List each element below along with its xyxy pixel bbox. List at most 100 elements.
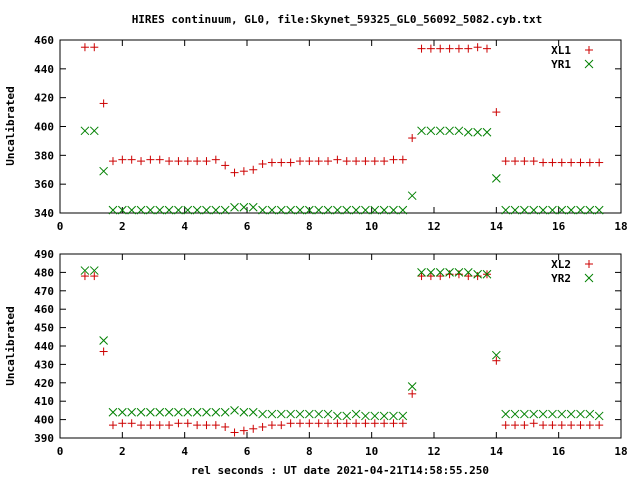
top-xl1-point — [80, 43, 89, 52]
top-xl1-point — [539, 158, 548, 167]
top-y-tick-label: 340 — [34, 207, 54, 220]
top-xl1-point — [258, 159, 267, 168]
top-xl1-point — [454, 44, 463, 53]
bottom-xl2-point — [258, 422, 267, 431]
bottom-y-tick-label: 450 — [34, 322, 54, 335]
bottom-xl2-point — [286, 419, 295, 428]
bottom-xl2-point — [342, 419, 351, 428]
bottom-xl2-point — [585, 421, 594, 430]
top-yr1-point — [501, 205, 511, 215]
bottom-xl2-point — [529, 419, 538, 428]
x-axis-label: rel seconds : UT date 2021-04-21T14:58:5… — [191, 464, 489, 477]
top-xl1-point — [314, 157, 323, 166]
bottom-xl2-point — [90, 272, 99, 281]
bottom-yr2-point — [146, 407, 155, 417]
top-xl1-point — [183, 157, 192, 166]
top-xl1-point — [146, 155, 155, 164]
top-xl1-point — [389, 155, 398, 164]
top-yr1-point — [314, 205, 324, 215]
top-yr1-point — [164, 205, 174, 215]
bottom-yr2-point — [211, 407, 221, 417]
top-yr1-point — [202, 205, 211, 215]
top-yr1-point — [370, 205, 380, 215]
bottom-xl2-point — [557, 421, 566, 430]
top-y-tick-label: 460 — [34, 34, 54, 47]
bottom-yr2-point — [445, 268, 454, 277]
bottom-xl2-point — [249, 424, 258, 433]
top-x-tick-label: 16 — [552, 220, 566, 233]
top-yr1-point — [594, 205, 604, 215]
bottom-xl2-point — [314, 419, 323, 428]
bottom-yr2-point — [108, 407, 118, 417]
bottom-yr2-point — [99, 336, 108, 345]
bottom-yr2-point — [529, 409, 539, 419]
top-yr1-point — [491, 174, 501, 183]
top-xl1-point — [473, 43, 482, 52]
top-xl1-point — [165, 157, 174, 166]
bottom-yr2-point — [520, 409, 529, 419]
bottom-xl2-point — [118, 419, 127, 428]
top-yr1-point — [463, 127, 473, 137]
bottom-yr2-point — [585, 409, 595, 419]
bottom-xl2-point — [324, 419, 333, 428]
top-yr1-point — [174, 205, 183, 215]
bottom-x-tick-label: 10 — [365, 445, 378, 458]
bottom-yr2-point — [220, 407, 230, 417]
top-xl1-point — [380, 157, 389, 166]
bottom-x-tick-label: 12 — [427, 445, 440, 458]
bottom-xl2-point — [417, 272, 426, 281]
bottom-xl2-point — [520, 421, 529, 430]
top-yr1-point — [482, 127, 492, 137]
bottom-yr2-point — [258, 409, 267, 419]
top-legend-label-xl1: XL1 — [551, 44, 571, 57]
bottom-xl2-point — [567, 421, 576, 430]
bottom-xl2-point — [473, 272, 482, 281]
top-yr1-point — [183, 205, 193, 215]
bottom-xl2-point — [127, 419, 136, 428]
bottom-yr2-point — [463, 268, 473, 277]
bottom-yr2-point — [398, 411, 408, 421]
top-xl1-point — [155, 155, 164, 164]
bottom-xl2-point — [230, 428, 239, 437]
bottom-yr2-point — [491, 350, 501, 360]
top-xl1-point — [445, 44, 454, 53]
top-yr1-point — [99, 166, 108, 176]
bottom-yr2-point — [501, 409, 511, 419]
top-yr1-point — [192, 205, 202, 215]
bottom-xl2-point — [108, 421, 117, 430]
top-xl1-point — [501, 157, 510, 166]
top-xl1-point — [557, 158, 566, 167]
bottom-xl2-point — [193, 421, 202, 430]
bottom-xl2-point — [80, 272, 89, 281]
bottom-yr2-point — [323, 409, 333, 419]
top-yr1-point — [435, 126, 445, 136]
top-data-marks — [80, 43, 604, 215]
top-legend-label-yr1: YR1 — [551, 58, 571, 71]
bottom-xl2-point — [548, 421, 557, 430]
bottom-yr2-point — [80, 266, 90, 275]
bottom-xl2-point — [221, 422, 230, 431]
top-yr1-point — [510, 205, 520, 215]
bottom-yr2-point — [379, 411, 389, 421]
bottom-yr2-point — [417, 268, 426, 277]
top-y-tick-label: 400 — [34, 121, 54, 134]
top-xl1-point — [585, 158, 594, 167]
top-yr1-point — [407, 191, 417, 201]
bottom-yr2-point — [174, 407, 183, 417]
top-y-axis-label: Uncalibrated — [4, 86, 17, 165]
bottom-xl2-point — [408, 389, 417, 398]
bottom-xl2-point — [380, 419, 389, 428]
top-xl1-point — [286, 158, 295, 167]
bottom-xl2-point — [445, 270, 454, 279]
bottom-yr2-point — [276, 409, 286, 419]
bottom-x-tick-label: 0 — [57, 445, 64, 458]
bottom-xl2-point — [595, 421, 604, 430]
top-yr1-point — [89, 126, 99, 136]
bottom-y-tick-label: 490 — [34, 248, 54, 261]
top-xl1-point — [221, 161, 230, 170]
bottom-data-marks — [80, 266, 604, 437]
bottom-xl2-point — [361, 419, 370, 428]
bottom-x-tick-label: 18 — [614, 445, 627, 458]
